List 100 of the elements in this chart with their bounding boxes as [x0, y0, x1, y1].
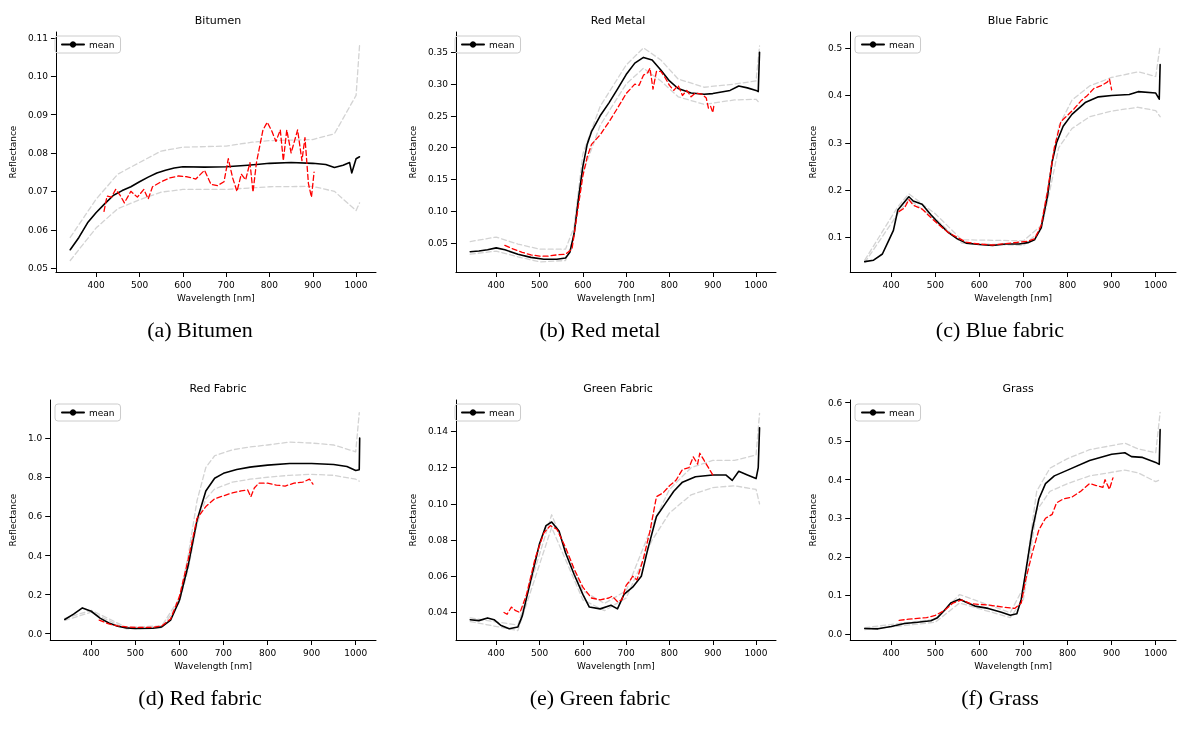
y-tick-label: 0.20	[427, 142, 449, 153]
legend-label: mean	[89, 407, 115, 417]
chart-title: Red Fabric	[189, 381, 247, 395]
legend-label: mean	[889, 407, 915, 417]
x-tick-label: 600	[174, 279, 192, 290]
x-tick-label: 1000	[344, 279, 368, 290]
y-tick-label: 0.3	[827, 512, 843, 523]
x-tick-label: 600	[970, 279, 989, 290]
x-tick-label: 900	[1103, 279, 1121, 290]
chart-title: Red Metal	[590, 14, 646, 27]
x-axis-title: Wavelength [nm]	[174, 660, 252, 671]
y-tick-label: 0.05	[27, 263, 48, 274]
y-tick-label: 0.30	[427, 79, 449, 90]
y-tick-label: 0.05	[427, 237, 448, 248]
y-tick-label: 0.8	[27, 471, 43, 482]
x-tick-label: 500	[130, 279, 149, 290]
y-tick-label: 0.4	[27, 550, 43, 560]
y-axis-title: Reflectance	[407, 125, 418, 179]
x-tick-label: 1000	[744, 279, 768, 290]
y-tick-label: 0.5	[827, 435, 843, 446]
x-tick-label: 600	[170, 647, 189, 657]
x-tick-label: 800	[258, 647, 277, 657]
y-tick-label: 0.14	[427, 425, 449, 436]
y-tick-label: 0.15	[427, 174, 448, 185]
x-tick-label: 500	[926, 647, 945, 657]
x-tick-label: 700	[617, 279, 636, 290]
x-tick-label: 500	[530, 647, 549, 657]
x-tick-label: 800	[660, 279, 679, 290]
y-tick-label: 0.07	[27, 186, 48, 197]
y-tick-label: 0.09	[27, 109, 49, 120]
x-tick-label: 700	[617, 647, 636, 657]
chart-title: Bitumen	[194, 14, 242, 27]
x-tick-label: 900	[704, 279, 722, 290]
x-tick-label: 700	[1014, 647, 1033, 657]
y-axis-title: Reflectance	[407, 492, 418, 546]
y-tick-label: 0.3	[827, 137, 843, 148]
text: (e) Green fabric	[529, 684, 671, 709]
y-tick-label: 0.06	[27, 224, 49, 235]
x-tick-label: 900	[303, 647, 321, 657]
y-axis-title: Reflectance	[7, 492, 18, 546]
x-tick-label: 400	[82, 647, 101, 657]
y-tick-label: 0.0	[27, 628, 43, 639]
y-tick-label: 0.25	[427, 110, 448, 121]
y-tick-label: 0.4	[827, 90, 843, 101]
y-axis-title: Reflectance	[807, 492, 818, 546]
x-tick-label: 900	[304, 279, 322, 290]
text: (b) Red metal	[539, 316, 661, 342]
x-tick-label: 900	[704, 647, 722, 657]
text: (d) Red fabric	[138, 684, 262, 709]
text: (c) Blue fabric	[935, 316, 1065, 342]
x-tick-label: 800	[260, 279, 279, 290]
y-tick-label: 0.10	[427, 498, 449, 509]
x-tick-label: 800	[660, 647, 679, 657]
y-tick-label: 0.0	[827, 628, 843, 639]
x-tick-label: 400	[487, 647, 506, 657]
x-tick-label: 500	[530, 279, 549, 290]
x-tick-label: 1000	[744, 647, 768, 657]
y-tick-label: 1.0	[27, 432, 43, 443]
y-tick-label: 0.2	[827, 185, 843, 196]
x-tick-label: 1000	[344, 647, 368, 657]
y-tick-label: 0.10	[27, 71, 49, 82]
y-tick-label: 0.11	[27, 32, 48, 43]
y-tick-label: 0.08	[427, 534, 449, 545]
x-axis-title: Wavelength [nm]	[974, 660, 1052, 671]
legend-label: mean	[489, 39, 515, 50]
x-tick-label: 600	[574, 647, 592, 657]
x-axis-title: Wavelength [nm]	[177, 293, 255, 304]
y-axis-title: Reflectance	[807, 125, 818, 179]
x-tick-label: 900	[1103, 647, 1121, 657]
x-tick-label: 400	[87, 279, 106, 290]
legend-label: mean	[89, 39, 115, 50]
y-tick-label: 0.5	[827, 43, 843, 54]
y-tick-label: 0.12	[427, 462, 448, 473]
legend-label: mean	[489, 407, 515, 417]
y-tick-label: 0.2	[827, 551, 843, 562]
x-tick-label: 400	[882, 279, 901, 290]
y-tick-label: 0.10	[427, 206, 449, 217]
x-axis-title: Wavelength [nm]	[974, 293, 1052, 304]
chart-title: Grass	[1002, 381, 1034, 395]
y-tick-label: 0.6	[827, 397, 843, 408]
x-axis-title: Wavelength [nm]	[577, 660, 655, 671]
text: (f) Grass	[961, 684, 1039, 709]
text: (a) Bitumen	[147, 316, 253, 342]
x-tick-label: 800	[1058, 647, 1077, 657]
y-tick-label: 0.06	[427, 570, 449, 581]
x-tick-label: 400	[882, 647, 901, 657]
x-tick-label: 500	[126, 647, 145, 657]
x-tick-label: 700	[217, 279, 236, 290]
y-tick-label: 0.1	[827, 589, 843, 600]
y-tick-label: 0.2	[27, 589, 43, 600]
y-tick-label: 0.6	[27, 510, 43, 521]
x-tick-label: 1000	[1144, 647, 1168, 657]
x-tick-label: 400	[487, 279, 506, 290]
y-tick-label: 0.35	[427, 47, 448, 58]
y-tick-label: 0.08	[27, 147, 49, 158]
x-tick-label: 700	[1014, 279, 1033, 290]
chart-title: Green Fabric	[583, 381, 653, 395]
chart-title: Blue Fabric	[987, 14, 1049, 27]
x-tick-label: 600	[574, 279, 592, 290]
y-tick-label: 0.04	[427, 606, 449, 617]
